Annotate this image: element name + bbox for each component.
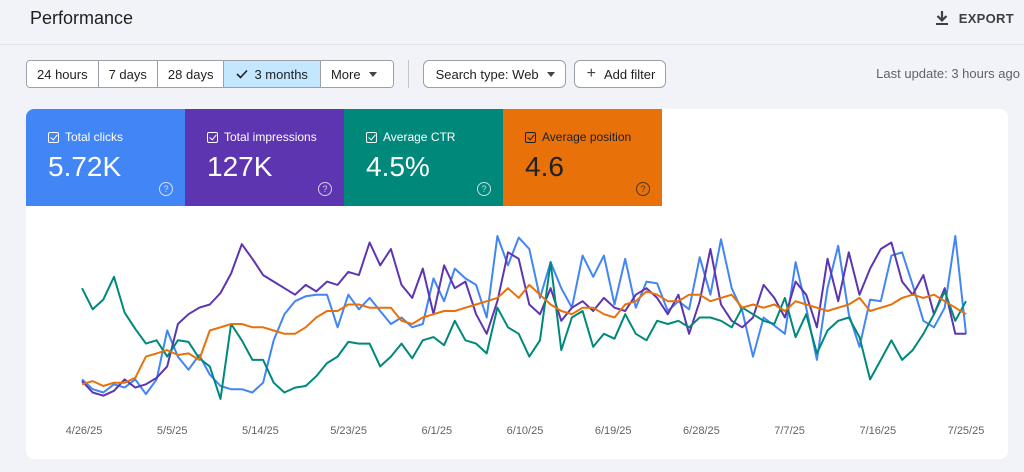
series-line-average-ctr [81, 261, 967, 400]
date-range-selector: 24 hours 7 days 28 days 3 months More [26, 60, 394, 88]
filter-bar: 24 hours 7 days 28 days 3 months More Se… [26, 60, 674, 88]
x-tick-label: 7/25/25 [948, 425, 985, 437]
metric-tabs: Total clicks 5.72K ? Total impressions 1… [26, 109, 662, 206]
checkbox-icon [207, 131, 218, 143]
filter-divider [407, 60, 409, 88]
x-tick-label: 7/7/25 [774, 425, 805, 437]
export-label: EXPORT [958, 10, 1014, 26]
checkbox-icon [48, 131, 59, 143]
x-tick-label: 5/5/25 [157, 425, 188, 437]
series-line-total-impressions [81, 241, 966, 397]
x-tick-label: 5/23/25 [330, 425, 367, 437]
last-update-text: Last update: 3 hours ago [876, 66, 1020, 81]
performance-line-chart: 4/26/25 5/5/25 5/14/25 5/23/25 6/1/25 6/10/25… [66, 235, 985, 437]
x-tick-label: 5/14/25 [242, 425, 279, 437]
x-tick-label: 6/1/25 [422, 425, 453, 437]
caret-down-icon [546, 71, 555, 77]
range-28-days[interactable]: 28 days [157, 61, 225, 87]
metric-value: 127K [207, 151, 273, 182]
series-line-total-clicks [81, 235, 967, 396]
help-circle-icon[interactable]: ? [477, 182, 491, 196]
plus-icon: + [586, 65, 596, 82]
range-3-months[interactable]: 3 months [224, 61, 321, 87]
download-icon [935, 10, 949, 26]
checkbox-icon [525, 131, 536, 143]
header: Performance EXPORT [0, 0, 1024, 45]
x-tick-label: 6/19/25 [595, 425, 632, 437]
search-type-dropdown[interactable]: Search type: Web [422, 60, 566, 88]
metric-value: 5.72K [48, 151, 122, 182]
metric-average-ctr[interactable]: Average CTR 4.5% ? [344, 109, 503, 206]
range-more-dropdown[interactable]: More [320, 61, 393, 87]
performance-card: Total clicks 5.72K ? Total impressions 1… [26, 109, 1008, 459]
range-24-hours[interactable]: 24 hours [27, 61, 99, 87]
series-line-average-position [81, 283, 967, 387]
check-icon [236, 67, 249, 82]
help-circle-icon[interactable]: ? [636, 182, 650, 196]
x-tick-label: 6/28/25 [683, 425, 720, 437]
x-tick-label: 4/26/25 [66, 425, 103, 437]
help-circle-icon[interactable]: ? [318, 182, 332, 196]
metric-total-impressions[interactable]: Total impressions 127K ? [185, 109, 344, 206]
metric-total-clicks[interactable]: Total clicks 5.72K ? [26, 109, 185, 206]
metric-value: 4.6 [525, 151, 564, 182]
help-circle-icon[interactable]: ? [159, 182, 173, 196]
metric-average-position[interactable]: Average position 4.6 ? [503, 109, 662, 206]
caret-down-icon [368, 71, 377, 77]
add-filter-button[interactable]: + Add filter [573, 60, 667, 88]
x-tick-label: 6/10/25 [507, 425, 544, 437]
range-7-days[interactable]: 7 days [98, 61, 158, 87]
page-title: Performance [30, 8, 134, 28]
metric-value: 4.5% [366, 151, 430, 182]
checkbox-icon [366, 131, 377, 143]
export-button[interactable]: EXPORT [935, 10, 1014, 26]
x-tick-label: 7/16/25 [859, 425, 896, 437]
